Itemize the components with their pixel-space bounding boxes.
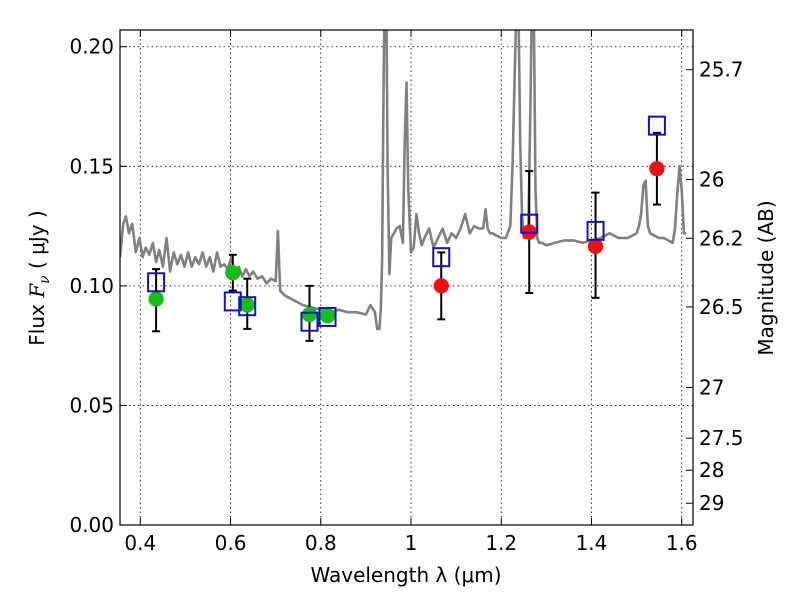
plot-frame [119, 29, 694, 526]
x-tick-label: 0.4 [124, 531, 156, 555]
data-point-square [147, 272, 166, 293]
y2-tick-label: 26 [699, 167, 724, 191]
data-point-square [647, 115, 666, 136]
y2-axis-label: Magnitude (AB) [754, 200, 778, 355]
data-point-square [586, 220, 605, 241]
y-tick-label: 0.10 [69, 274, 114, 298]
plot-area [120, 30, 687, 342]
y-axis-label-sub: ν [37, 275, 53, 284]
y-tick-label: 0.00 [69, 513, 114, 537]
data-point-circle [239, 297, 255, 313]
data-point-circle [319, 308, 336, 324]
data-point-circle [649, 160, 665, 177]
x-tick-label: 1.4 [576, 531, 608, 555]
data-point-square [223, 291, 242, 312]
y-tick-label: 0.20 [69, 35, 114, 59]
data-point-circle [587, 238, 604, 255]
y-axis-ticks: 0.00 0.05 0.10 0.15 0.20 [69, 35, 127, 537]
x-axis-label: Wavelength λ (μm) [310, 563, 501, 587]
y-tick-label: 0.05 [69, 393, 114, 417]
y2-tick-label: 25.7 [699, 58, 744, 82]
data-point-square [432, 247, 451, 268]
y2-tick-label: 26.5 [699, 295, 744, 319]
y-axis-label-prefix: Flux [25, 298, 49, 346]
data-point-circle [433, 278, 449, 294]
y2-tick-label: 27 [699, 376, 724, 400]
data-point-square [520, 213, 539, 234]
y2-axis-ticks: 25.7 26 26.2 26.5 27 27.5 28 29 [686, 58, 744, 515]
data-point-square [300, 311, 319, 332]
data-point-square [238, 296, 257, 317]
y2-tick-label: 28 [699, 458, 724, 482]
x-tick-label: 1.6 [666, 531, 698, 555]
x-tick-label: 1 [405, 531, 418, 555]
data-point-square [318, 306, 337, 327]
x-tick-label: 0.8 [305, 531, 337, 555]
data-point-circle [301, 306, 318, 323]
model-spectrum-line [120, 30, 687, 331]
y2-tick-label: 26.2 [699, 226, 744, 250]
y-tick-label: 0.15 [69, 154, 114, 178]
y2-tick-label: 29 [699, 491, 724, 515]
y2-tick-label: 27.5 [699, 426, 744, 450]
y-axis-label-math: F [25, 283, 49, 299]
x-tick-label: 1.2 [485, 531, 517, 555]
x-tick-label: 0.6 [215, 531, 247, 555]
data-point-circle [148, 291, 164, 307]
y-axis-label-suffix: ( μJy ) [25, 210, 49, 275]
x-axis-ticks: 0.4 0.6 0.8 1 1.2 1.4 1.6 [124, 30, 698, 555]
y-axis-label: Flux Fν ( μJy ) [25, 210, 53, 345]
marker-layer [147, 115, 666, 332]
data-point-circle [225, 264, 241, 281]
